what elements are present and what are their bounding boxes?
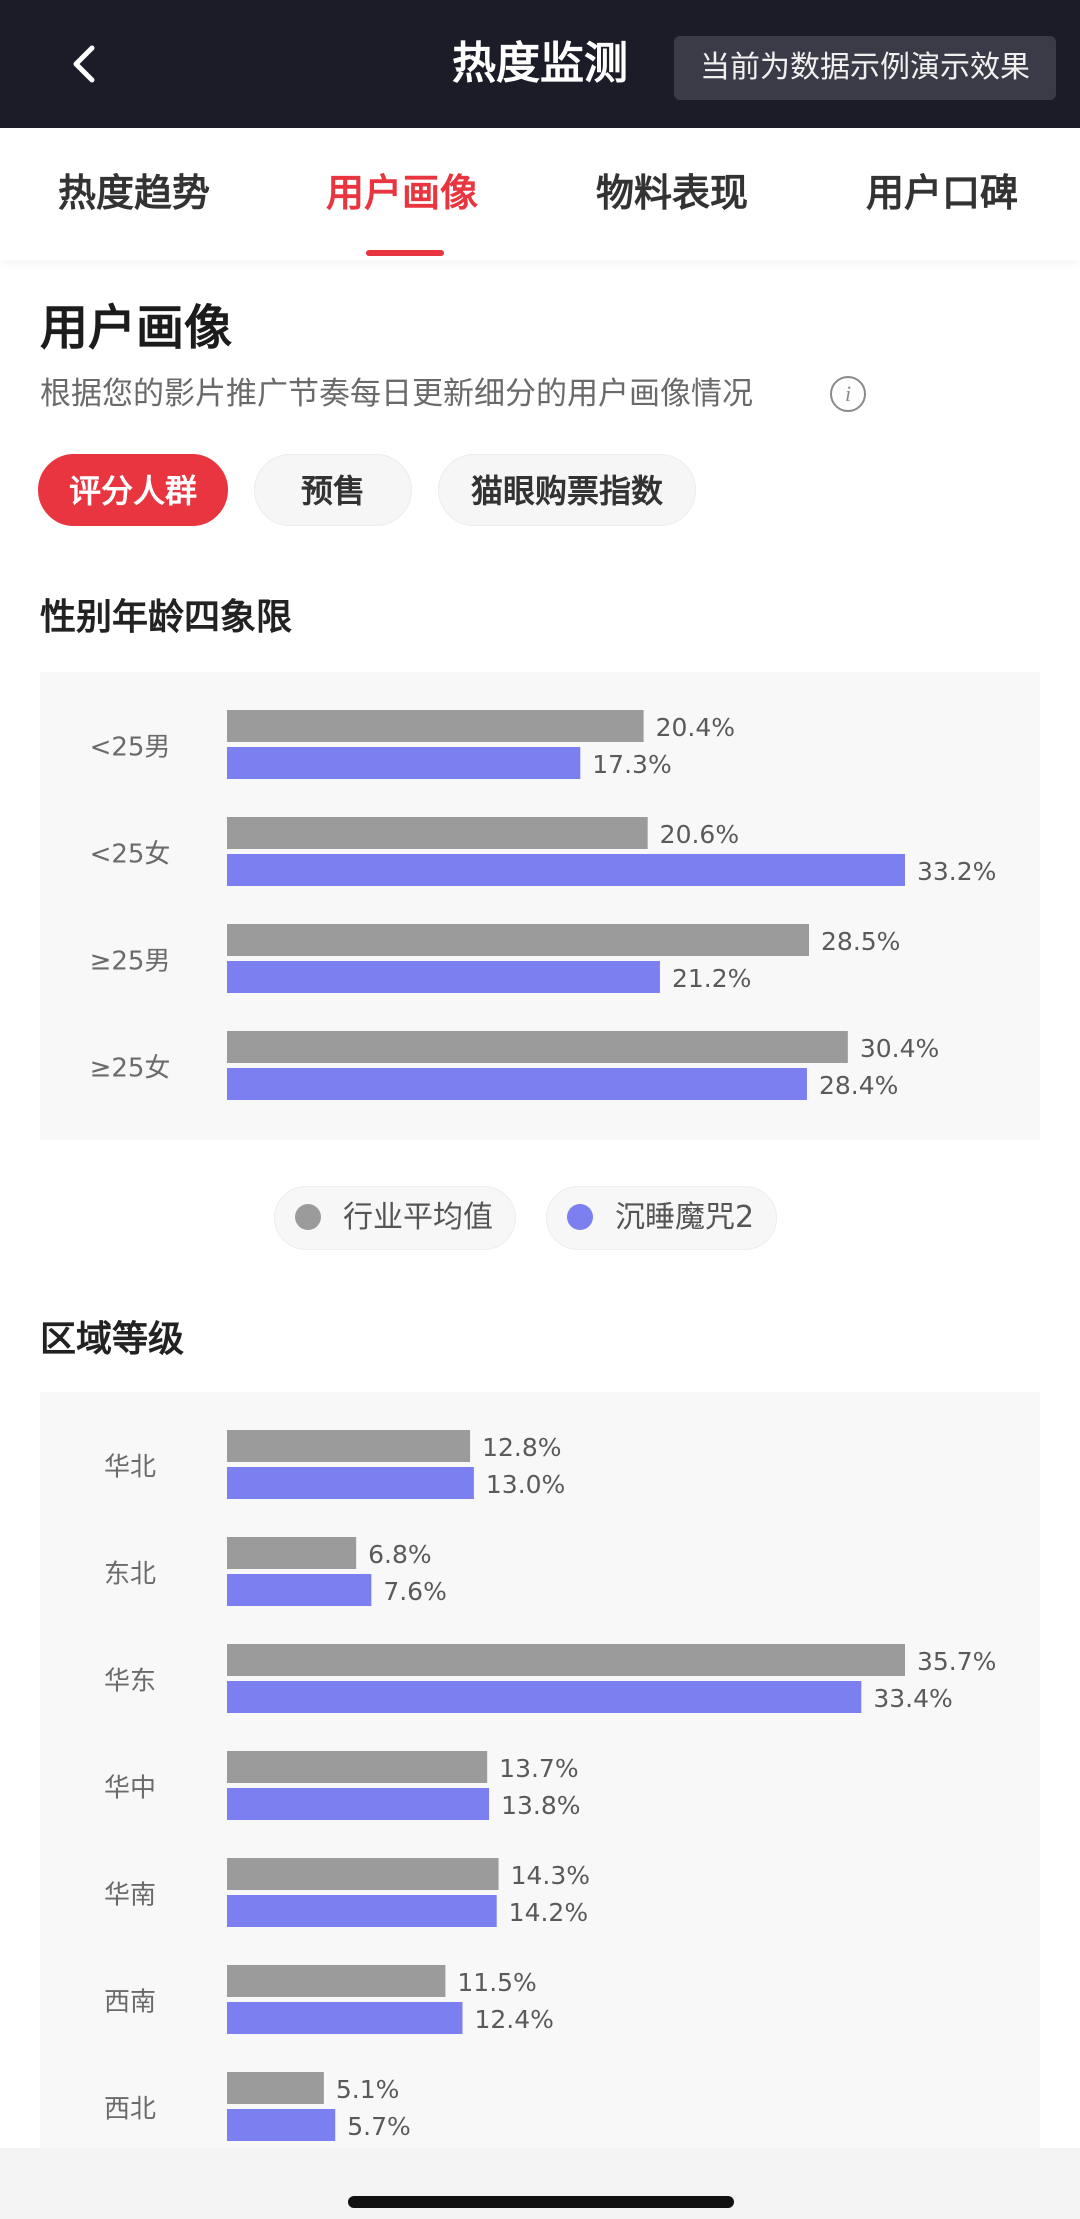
demo-note-badge: 当前为数据示例演示效果 xyxy=(674,36,1056,100)
value-label: 6.8% xyxy=(368,1540,432,1569)
chart-title-region: 区域等级 xyxy=(40,1319,185,1360)
film-bar[interactable] xyxy=(227,2002,463,2034)
value-label: 28.4% xyxy=(819,1071,898,1100)
section-subtitle: 根据您的影片推广节奏每日更新细分的用户画像情况 xyxy=(40,376,753,412)
home-indicator[interactable] xyxy=(348,2196,734,2208)
value-label: 12.4% xyxy=(474,2005,553,2034)
value-label: 5.1% xyxy=(336,2075,400,2104)
top-bar: 热度监测 当前为数据示例演示效果 xyxy=(0,0,1080,128)
section-title: 用户画像 xyxy=(40,300,233,356)
legend-film[interactable]: 沉睡魔咒2 xyxy=(546,1186,778,1250)
value-label: 21.2% xyxy=(672,964,751,993)
film-bar[interactable] xyxy=(227,854,905,886)
tab-user-profile[interactable]: 用户画像 xyxy=(326,171,479,215)
film-bar[interactable] xyxy=(227,1895,497,1927)
value-label: 33.2% xyxy=(917,857,996,886)
industry-bar[interactable] xyxy=(227,924,810,956)
legend-label-industry: 行业平均值 xyxy=(343,1200,493,1235)
tab-heat-trend[interactable]: 热度趋势 xyxy=(58,171,211,215)
filter-rating-audience[interactable]: 评分人群 xyxy=(38,454,228,526)
film-bar[interactable] xyxy=(227,1068,807,1100)
value-label: 28.5% xyxy=(821,927,900,956)
filter-presale[interactable]: 预售 xyxy=(254,454,412,526)
legend-dot-film xyxy=(567,1203,593,1230)
legend-industry-average[interactable]: 行业平均值 xyxy=(274,1186,516,1250)
industry-bar[interactable] xyxy=(227,1537,357,1569)
industry-bar[interactable] xyxy=(227,1644,905,1676)
value-label: 35.7% xyxy=(917,1647,996,1676)
active-tab-indicator xyxy=(366,250,444,256)
industry-bar[interactable] xyxy=(227,817,648,849)
category-label: ≥25男 xyxy=(90,947,171,977)
back-button[interactable] xyxy=(62,40,110,88)
value-label: 17.3% xyxy=(592,750,671,779)
value-label: 14.3% xyxy=(511,1861,590,1890)
value-label: 7.6% xyxy=(383,1577,447,1606)
category-label: <25男 xyxy=(90,733,171,763)
legend-dot-industry xyxy=(295,1203,321,1230)
film-bar[interactable] xyxy=(227,961,660,993)
chart-region-svg: 华北 12.8% 13.0% 东北 6.8% 7.6% 华东 35.7% 33.4% 华中 13.7… xyxy=(104,1430,996,2141)
chart-gender-age-svg: <25男 20.4% 17.3% <25女 20.6% 33.2% ≥25男 28.5% 21.… xyxy=(90,710,996,1100)
film-bar[interactable] xyxy=(227,1788,490,1820)
industry-bar[interactable] xyxy=(227,710,644,742)
value-label: 11.5% xyxy=(457,1968,536,1997)
chevron-left-icon xyxy=(73,45,95,83)
value-label: 13.8% xyxy=(501,1791,580,1820)
legend-label-film: 沉睡魔咒2 xyxy=(615,1200,755,1235)
industry-bar[interactable] xyxy=(227,2072,324,2104)
industry-bar[interactable] xyxy=(227,1031,848,1063)
value-label: 13.0% xyxy=(486,1470,565,1499)
tab-bar: 热度趋势 用户画像 物料表现 用户口碑 xyxy=(0,128,1080,260)
chart-gender-age: <25男 20.4% 17.3% <25女 20.6% 33.2% ≥25男 28.5% 21.… xyxy=(40,672,1040,1140)
value-label: 5.7% xyxy=(347,2112,411,2141)
value-label: 33.4% xyxy=(873,1684,952,1713)
bottom-safe-area xyxy=(0,2148,1080,2219)
industry-bar[interactable] xyxy=(227,1965,446,1997)
value-label: 14.2% xyxy=(509,1898,588,1927)
filter-maoyan-ticket-index[interactable]: 猫眼购票指数 xyxy=(438,454,696,526)
value-label: 30.4% xyxy=(860,1034,939,1063)
value-label: 20.6% xyxy=(660,820,739,849)
tab-material-performance[interactable]: 物料表现 xyxy=(596,171,749,215)
category-label: 华北 xyxy=(104,1453,156,1483)
page-title: 热度监测 xyxy=(452,38,628,89)
industry-bar[interactable] xyxy=(227,1751,488,1783)
category-label: 华东 xyxy=(104,1667,156,1697)
film-bar[interactable] xyxy=(227,1681,862,1713)
chart-title-gender-age: 性别年龄四象限 xyxy=(40,597,293,638)
category-label: 华中 xyxy=(104,1774,156,1804)
value-label: 20.4% xyxy=(656,713,735,742)
industry-bar[interactable] xyxy=(227,1858,499,1890)
category-label: ≥25女 xyxy=(90,1054,171,1084)
info-icon[interactable]: i xyxy=(830,376,866,412)
category-label: <25女 xyxy=(90,840,171,870)
film-bar[interactable] xyxy=(227,747,581,779)
category-label: 西南 xyxy=(104,1988,156,2018)
film-bar[interactable] xyxy=(227,2109,336,2141)
category-label: 西北 xyxy=(104,2095,156,2125)
category-label: 东北 xyxy=(104,1560,156,1590)
category-label: 华南 xyxy=(104,1881,156,1911)
chart-region: 华北 12.8% 13.0% 东北 6.8% 7.6% 华东 35.7% 33.4% 华中 13.7… xyxy=(40,1392,1040,2148)
film-bar[interactable] xyxy=(227,1574,372,1606)
industry-bar[interactable] xyxy=(227,1430,471,1462)
value-label: 12.8% xyxy=(482,1433,561,1462)
value-label: 13.7% xyxy=(499,1754,578,1783)
tab-user-reviews[interactable]: 用户口碑 xyxy=(866,171,1019,215)
film-bar[interactable] xyxy=(227,1467,474,1499)
